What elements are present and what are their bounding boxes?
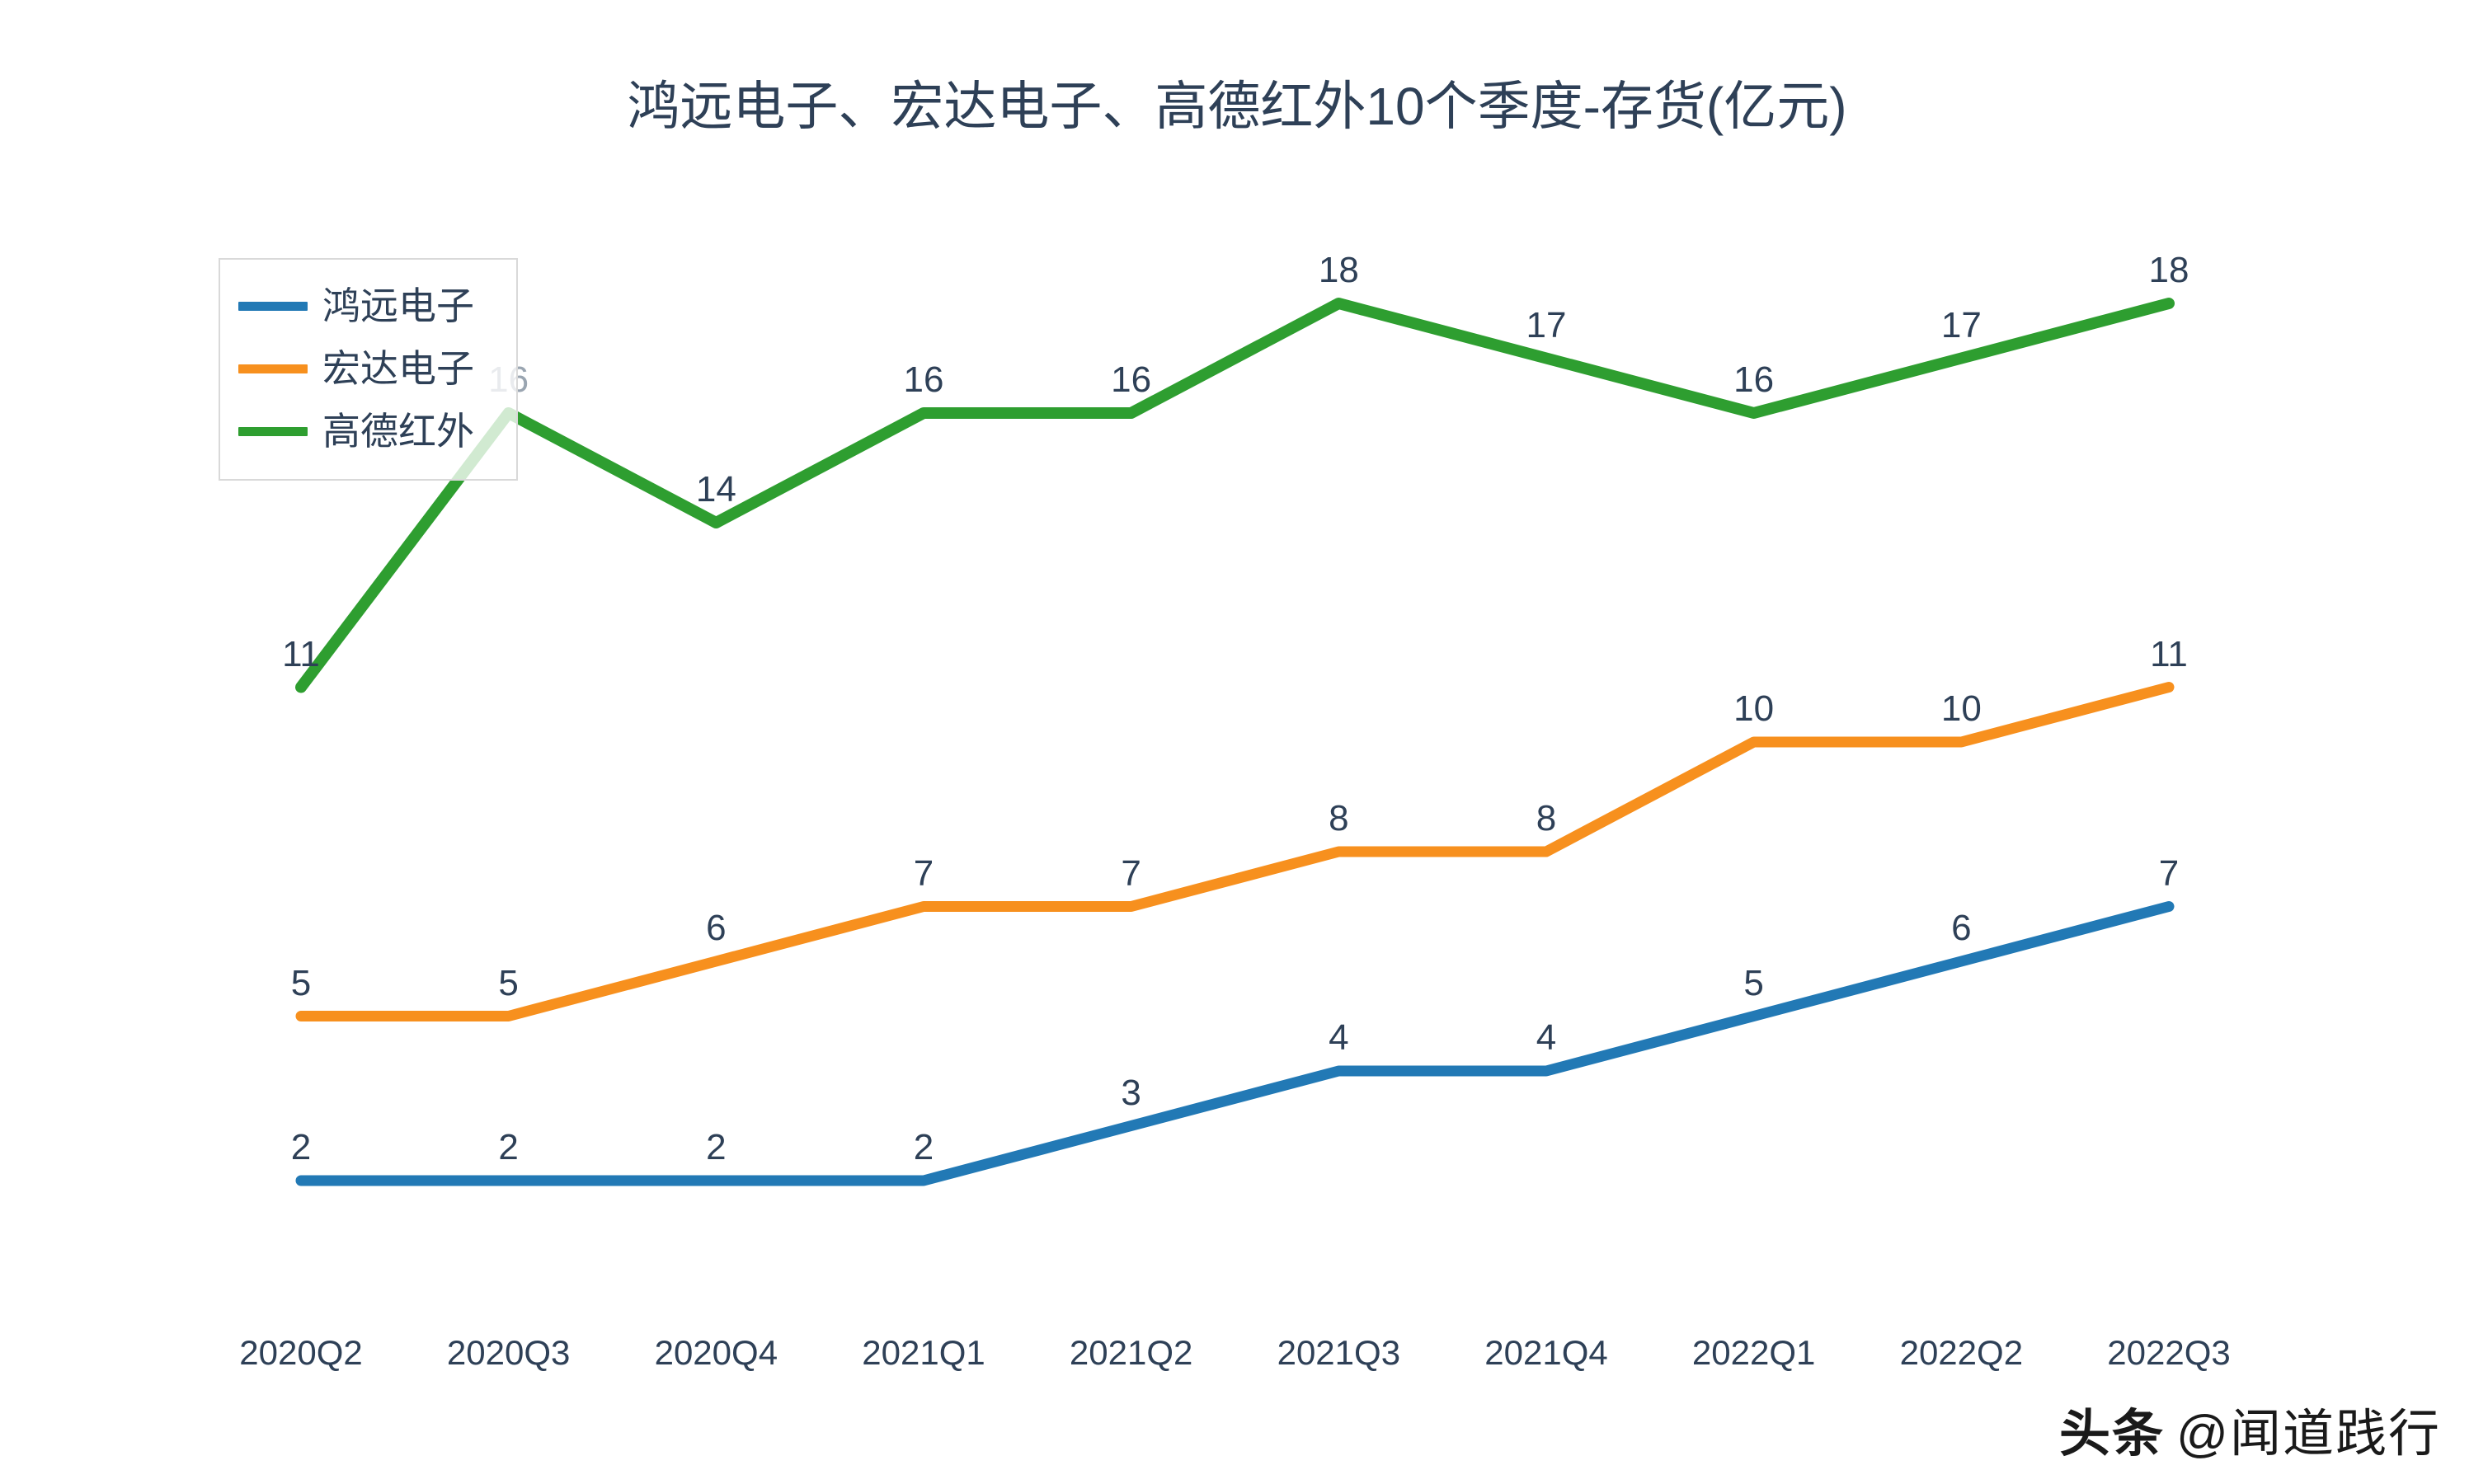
legend-item-0[interactable]: 鸿远电子 xyxy=(238,283,474,329)
data-label-s2-p9: 18 xyxy=(2148,250,2189,290)
data-label-s0-p5: 4 xyxy=(1329,1017,1349,1058)
data-label-s1-p0: 5 xyxy=(290,962,312,1003)
series-line-2 xyxy=(295,298,2175,693)
data-label-s1-p9: 11 xyxy=(2150,633,2188,674)
legend-item-1[interactable]: 宏达电子 xyxy=(238,345,474,392)
data-label-s1-p1: 5 xyxy=(498,962,519,1003)
x-axis-tick-9: 2022Q3 xyxy=(2107,1333,2231,1372)
x-axis-tick-7: 2022Q1 xyxy=(1691,1333,1816,1372)
data-label-s0-p4: 3 xyxy=(1121,1072,1141,1113)
data-label-s2-p8: 17 xyxy=(1940,304,1982,345)
data-label-s1-p5: 8 xyxy=(1329,798,1349,838)
data-label-s1-p7: 10 xyxy=(1733,688,1775,729)
watermark: 头条 @闻道践行 xyxy=(2059,1392,2441,1466)
data-label-s2-p3: 16 xyxy=(903,359,944,400)
data-label-s0-p2: 2 xyxy=(706,1127,727,1167)
data-label-s1-p6: 8 xyxy=(1536,798,1557,838)
chart-title: 鸿远电子、宏达电子、高德红外10个季度-存货(亿元) xyxy=(627,77,1847,136)
x-axis-tick-4: 2021Q2 xyxy=(1069,1333,1193,1372)
data-label-s2-p0: 11 xyxy=(282,633,320,674)
legend-label-0: 鸿远电子 xyxy=(322,284,474,327)
data-label-s2-p5: 18 xyxy=(1318,250,1359,290)
legend-swatch-icon-0 xyxy=(238,301,308,311)
watermark-logo: 头条 xyxy=(2059,1406,2166,1463)
data-label-s1-p2: 6 xyxy=(706,908,727,948)
data-label-s0-p9: 7 xyxy=(2158,852,2180,894)
data-label-s2-p7: 16 xyxy=(1733,359,1775,400)
legend-swatch-icon-1 xyxy=(238,364,308,373)
data-label-s0-p6: 4 xyxy=(1536,1017,1557,1058)
x-axis-tick-2: 2020Q4 xyxy=(654,1333,778,1372)
watermark-handle: @闻道践行 xyxy=(2176,1406,2441,1463)
data-label-s2-p6: 17 xyxy=(1526,304,1567,345)
series-line-0 xyxy=(295,901,2175,1186)
x-axis-tick-3: 2021Q1 xyxy=(862,1333,985,1372)
data-label-s1-p3: 7 xyxy=(913,852,934,894)
legend-item-2[interactable]: 高德红外 xyxy=(238,408,474,454)
legend-swatch-icon-2 xyxy=(238,426,308,436)
legend-label-1: 宏达电子 xyxy=(322,347,474,390)
data-label-s0-p3: 2 xyxy=(913,1127,934,1167)
data-label-s2-p4: 16 xyxy=(1111,359,1152,400)
data-label-s0-p0: 2 xyxy=(290,1127,312,1167)
x-axis-tick-6: 2021Q4 xyxy=(1484,1333,1608,1372)
x-axis-tick-5: 2021Q3 xyxy=(1277,1333,1401,1372)
data-label-s2-p2: 14 xyxy=(695,469,736,510)
x-axis-tick-1: 2020Q3 xyxy=(446,1333,571,1372)
chart-legend: 鸿远电子 宏达电子 高德红外 xyxy=(219,258,518,481)
series-line-1 xyxy=(295,682,2175,1021)
data-label-s0-p7: 5 xyxy=(1743,962,1764,1003)
data-label-s1-p4: 7 xyxy=(1121,852,1141,894)
legend-label-2: 高德红外 xyxy=(322,410,474,453)
x-axis-tick-8: 2022Q2 xyxy=(1899,1333,2024,1372)
data-label-s0-p1: 2 xyxy=(498,1127,519,1167)
data-label-s1-p8: 10 xyxy=(1940,688,1982,729)
data-label-s0-p8: 6 xyxy=(1951,908,1972,948)
x-axis-tick-0: 2020Q2 xyxy=(239,1333,363,1372)
